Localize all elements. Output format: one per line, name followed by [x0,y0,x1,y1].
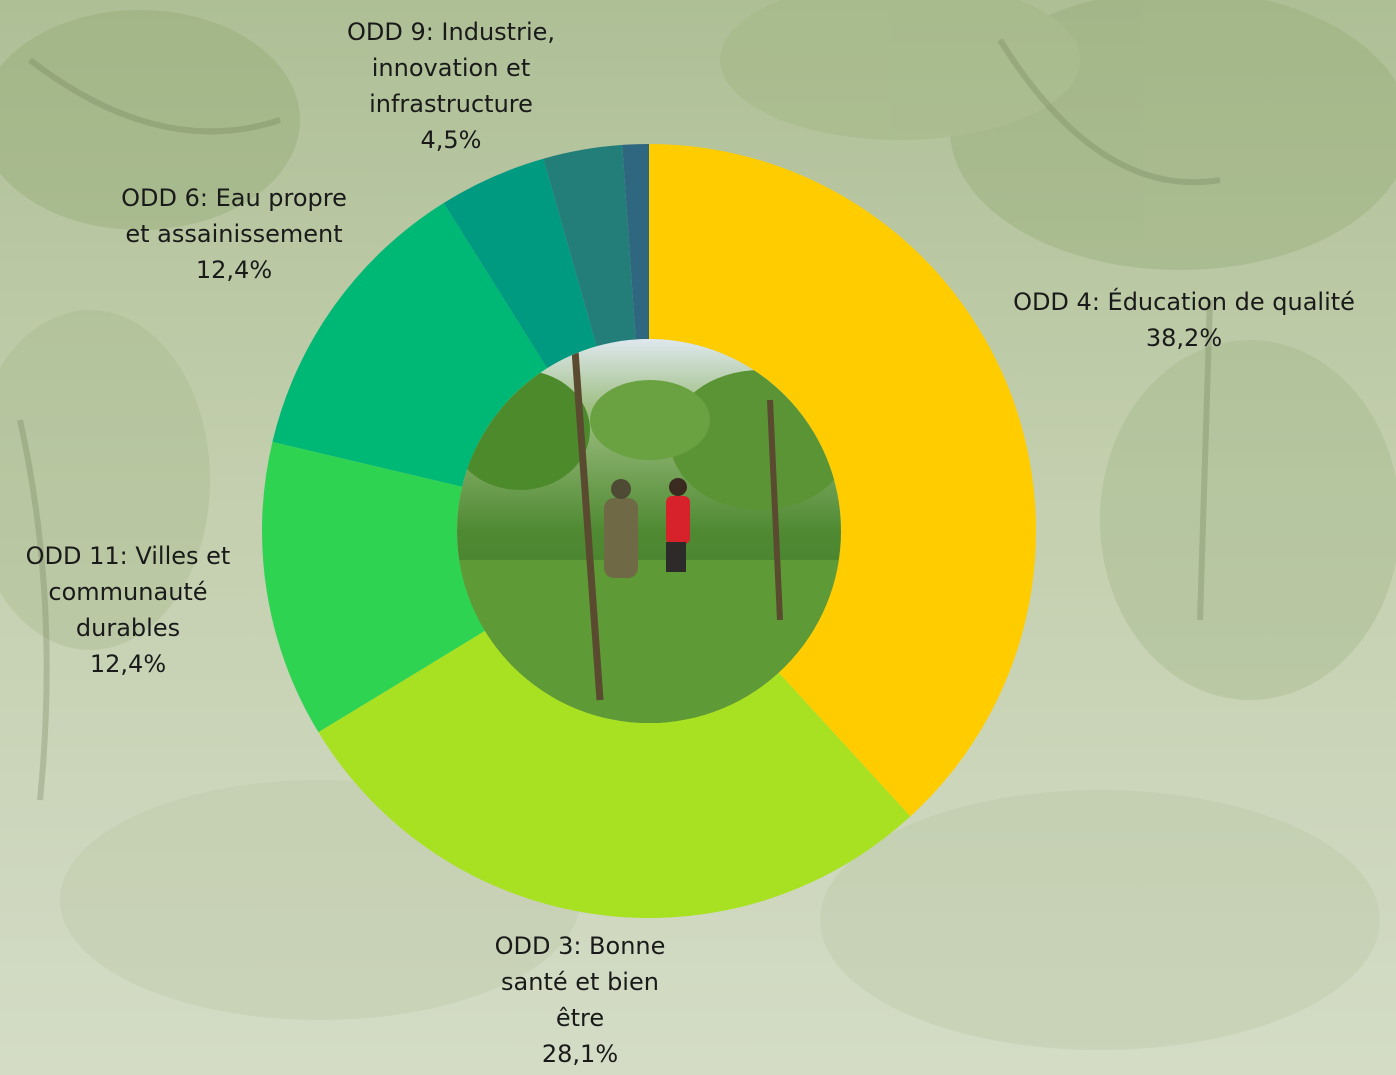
slice-label-odd9: ODD 9: Industrie, innovation et infrastr… [316,14,586,158]
slice-label-odd6-line-1: ODD 6: Eau propre [121,184,347,212]
slice-value-odd11: 12,4% [89,650,167,678]
slice-label-odd4-line-1: ODD 4: Éducation de qualité [1013,288,1355,316]
slice-label-odd9-line-3: infrastructure [369,90,533,118]
donut-slice-1 [649,144,1036,817]
slice-label-odd9-line-1: ODD 9: Industrie, [346,18,556,46]
slice-label-odd6-line-2: et assainissement [125,220,343,248]
slice-label-odd4: ODD 4: Éducation de qualité 38,2% [976,284,1392,356]
slice-value-odd6: 12,4% [195,256,273,284]
slice-label-odd11-line-1: ODD 11: Villes et [25,542,231,570]
donut-slice-7 [622,144,649,340]
slice-label-odd11: ODD 11: Villes et communauté durables 12… [0,538,256,682]
donut-slices [262,144,1036,919]
slice-label-odd3: ODD 3: Bonne santé et bien être 28,1% [440,928,720,1072]
slice-label-odd11-line-3: durables [75,614,181,642]
slice-value-odd3: 28,1% [541,1040,619,1068]
donut-slice-3 [262,441,485,733]
donut-slice-5 [443,158,597,369]
slice-value-odd4: 38,2% [1145,324,1223,352]
slice-label-odd6: ODD 6: Eau propre et assainissement 12,4… [96,180,372,288]
slice-label-odd9-line-2: innovation et [371,54,531,82]
donut-slice-2 [318,630,911,919]
donut-slice-6 [543,144,636,347]
donut-slice-4 [272,202,548,487]
center-photo [457,339,841,723]
slice-value-odd9: 4,5% [420,126,482,154]
slice-label-odd3-line-1: ODD 3: Bonne [494,932,666,960]
slice-label-odd3-line-2: santé et bien [501,968,659,996]
slice-label-odd11-line-2: communauté [48,578,208,606]
slice-label-odd3-line-3: être [555,1004,605,1032]
